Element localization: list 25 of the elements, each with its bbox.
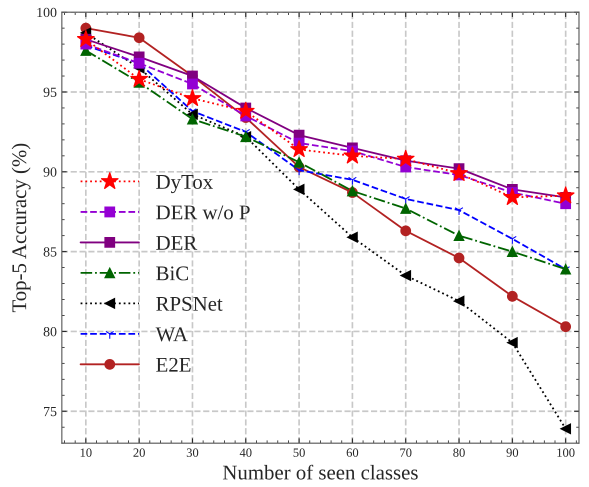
x-tick-label: 90: [506, 448, 518, 457]
x-tick-label: 70: [400, 448, 412, 457]
y-tick-label: 100: [37, 8, 56, 18]
y-tick-label: 80: [44, 327, 56, 336]
x-tick-label: 80: [453, 448, 465, 457]
y-tick-label: 90: [44, 167, 56, 177]
x-tick-label: 60: [346, 448, 358, 457]
legend-label: BiC: [156, 266, 188, 280]
x-tick-label: 50: [294, 448, 305, 457]
legend-label: DER w/o P: [156, 205, 250, 220]
legend-label: DyTox: [156, 175, 213, 194]
legend-label: RPSNet: [156, 296, 223, 311]
y-tick-label: 85: [44, 247, 56, 257]
y-tick-label: 95: [44, 88, 56, 97]
x-tick-label: 20: [133, 448, 145, 457]
y-axis-title: Top-5 Accuracy (%): [12, 144, 31, 312]
legend-label: E2E: [156, 358, 190, 372]
x-tick-label: 40: [240, 448, 252, 457]
y-tick-label: 75: [44, 406, 56, 416]
legend-label: DER: [156, 236, 198, 250]
x-tick-label: 30: [186, 448, 198, 457]
x-axis-title: Number of seen classes: [222, 464, 418, 480]
x-tick-label: 10: [80, 448, 92, 457]
legend-label: WA: [156, 327, 188, 342]
x-tick-label: 100: [557, 448, 575, 457]
